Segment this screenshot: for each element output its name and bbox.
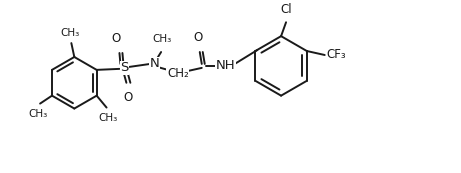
Text: CF₃: CF₃ xyxy=(327,48,346,61)
Text: O: O xyxy=(112,32,121,45)
Text: NH: NH xyxy=(216,59,236,72)
Text: CH₃: CH₃ xyxy=(61,28,80,38)
Text: CH₃: CH₃ xyxy=(29,108,48,119)
Text: S: S xyxy=(120,61,129,74)
Text: Cl: Cl xyxy=(280,3,292,16)
Text: CH₃: CH₃ xyxy=(153,34,171,44)
Text: CH₃: CH₃ xyxy=(98,112,117,122)
Text: N: N xyxy=(149,57,159,70)
Text: CH₂: CH₂ xyxy=(167,67,189,80)
Text: O: O xyxy=(193,31,202,44)
Text: O: O xyxy=(124,91,133,104)
